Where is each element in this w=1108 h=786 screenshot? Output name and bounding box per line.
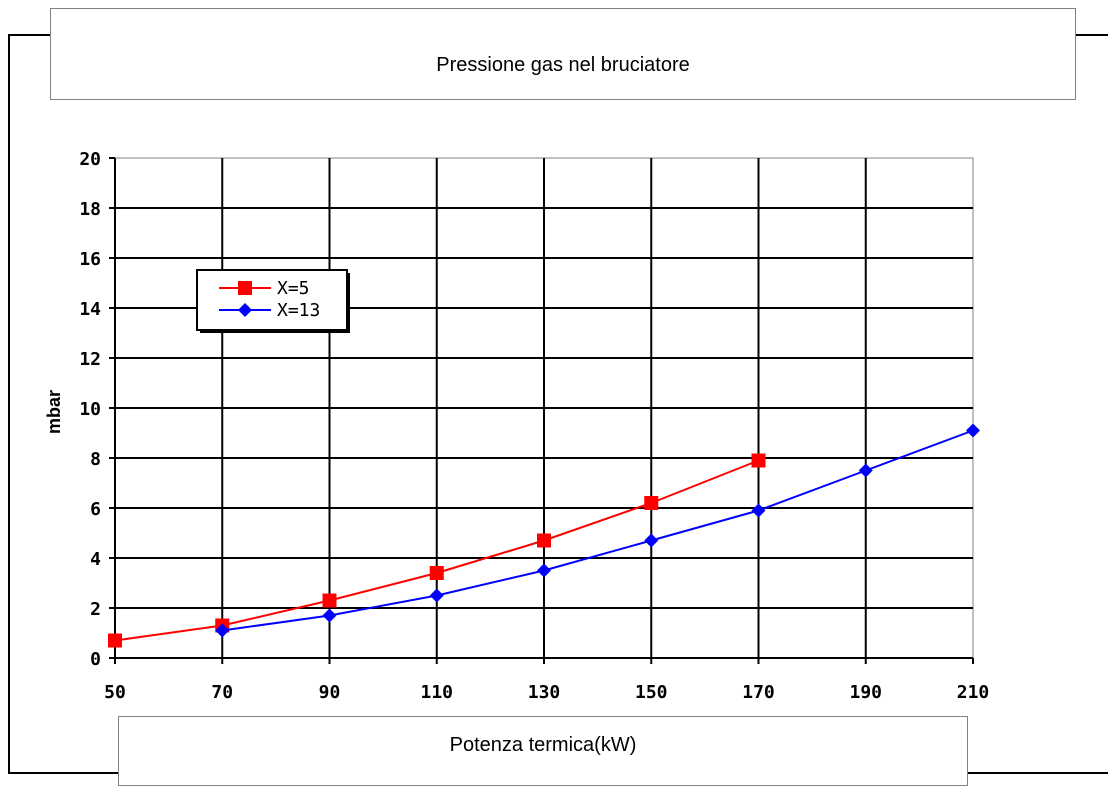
chart-axes: 0 2 4 6 8 10 12 14 16 18 20 50 70 90 110 130 150 170 190 21… [79, 149, 989, 703]
y-tick-label: 10 [79, 399, 101, 420]
legend-marker-2 [238, 303, 252, 317]
series-1-point [537, 533, 551, 548]
y-tick-label: 8 [90, 449, 101, 470]
chart-legend: X=5X=13 [196, 269, 350, 333]
y-tick-label: 4 [90, 549, 101, 570]
series-2-point [858, 463, 873, 478]
x-tick-label: 110 [420, 682, 453, 703]
chart-frame-bottom [8, 772, 120, 774]
series-2-point [644, 533, 659, 548]
legend-label-2: X=13 [277, 300, 320, 321]
x-tick-label: 150 [635, 682, 668, 703]
y-tick-label: 14 [79, 299, 101, 320]
chart-frame-left [8, 34, 10, 774]
y-tick-label: 18 [79, 199, 101, 220]
x-tick-label: 50 [104, 682, 126, 703]
x-tick-label: 90 [319, 682, 341, 703]
chart-title: Pressione gas nel bruciatore [436, 54, 690, 76]
x-tick-label: 170 [742, 682, 775, 703]
series-2-point [429, 588, 444, 603]
title-box: Pressione gas nel bruciatore [50, 8, 1076, 100]
series-2-point [215, 623, 230, 638]
x-axis-label-box: Potenza termica(kW) [118, 716, 968, 786]
y-tick-label: 16 [79, 249, 101, 270]
y-tick-label: 6 [90, 499, 101, 520]
series-1-point [644, 496, 659, 510]
chart-frame-top-right [1076, 34, 1108, 36]
series-2-point [537, 563, 551, 578]
x-tick-label: 70 [211, 682, 233, 703]
legend-label-1: X=5 [277, 278, 310, 299]
chart-frame-top-left [8, 34, 50, 36]
series-2-point [966, 423, 980, 438]
legend-box [196, 269, 348, 331]
y-tick-label: 12 [79, 349, 101, 370]
series-2-point [751, 503, 766, 518]
series-line-2 [222, 429, 974, 632]
series-1-point [751, 453, 766, 468]
series-1-point [108, 633, 122, 648]
series-2-point [322, 608, 337, 623]
series-1-point [429, 566, 444, 580]
y-axis-label: mbar [44, 390, 64, 434]
x-tick-label: 130 [528, 682, 561, 703]
y-tick-label: 2 [90, 599, 101, 620]
chart-frame-bottom-right [968, 772, 1108, 774]
x-tick-label: 190 [849, 682, 882, 703]
chart-series [108, 423, 980, 648]
x-tick-label: 210 [957, 682, 990, 703]
y-tick-label: 0 [90, 649, 101, 670]
x-axis-label: Potenza termica(kW) [449, 734, 637, 756]
legend-marker-1 [238, 281, 252, 295]
chart-grid [114, 157, 974, 659]
series-1-point [322, 593, 337, 608]
y-tick-label: 20 [79, 149, 101, 170]
